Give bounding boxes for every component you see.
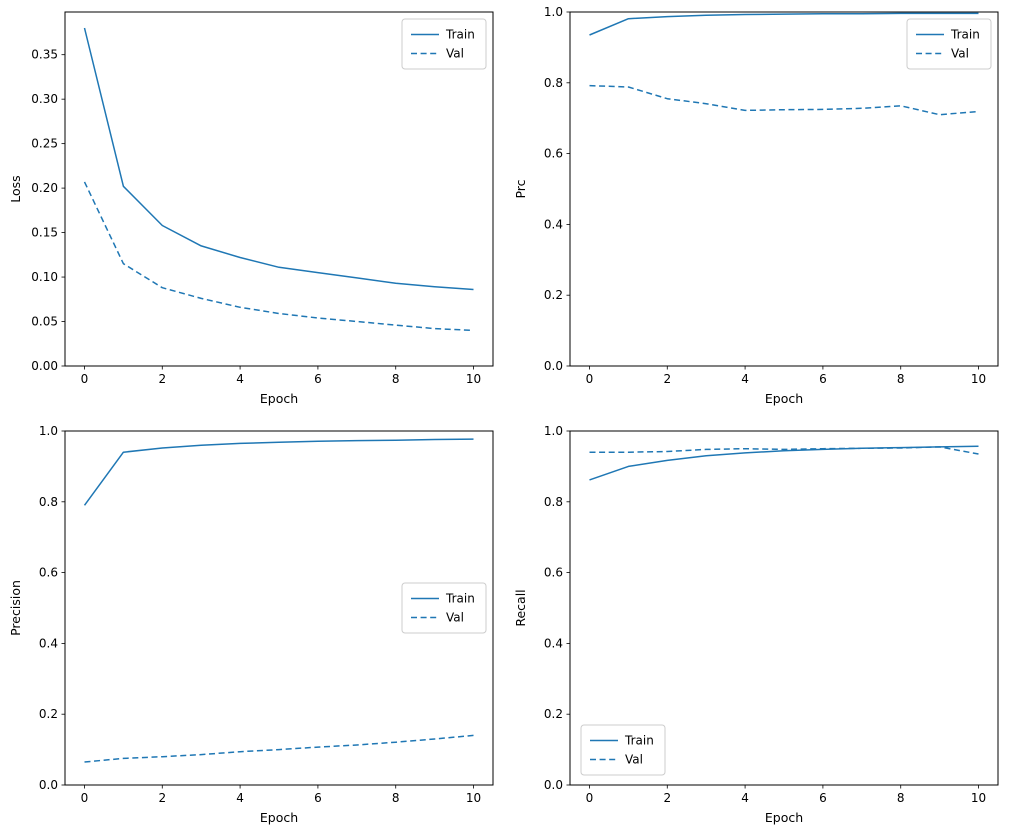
- precision-xaxis-label: Epoch: [260, 810, 298, 825]
- recall-xaxis-label: Epoch: [765, 810, 803, 825]
- x-tick-label: 0: [81, 372, 89, 386]
- y-tick-label: 0.10: [31, 270, 58, 284]
- x-tick-label: 0: [81, 791, 89, 805]
- recall-legend-box: [580, 724, 666, 776]
- x-tick-label: 10: [466, 791, 481, 805]
- y-tick-label: 0.35: [31, 48, 58, 62]
- chart-prc: 0 2 4 6 8 10 0.0 0.2 0.4 0.6 0.8 1.0 Epoch Prc Train Va…: [505, 0, 1010, 419]
- x-tick-label: 2: [663, 791, 671, 805]
- recall-val-line: [589, 446, 979, 455]
- x-tick-label: 4: [741, 372, 749, 386]
- recall-yaxis-label: Recall: [513, 589, 528, 626]
- x-tick-label: 4: [236, 791, 244, 805]
- x-tick-label: 0: [586, 372, 594, 386]
- x-tick-label: 2: [663, 372, 671, 386]
- y-tick-label: 0.2: [544, 707, 563, 721]
- precision-val-line: [84, 734, 474, 763]
- y-tick-label: 0.0: [544, 359, 563, 373]
- prc-yaxis-label: Prc: [513, 179, 528, 198]
- y-tick-label: 0.0: [39, 778, 58, 792]
- x-tick-label: 10: [466, 372, 481, 386]
- y-tick-label: 0.8: [544, 76, 563, 90]
- loss-legend-label-train: Train: [445, 28, 475, 42]
- loss-legend-box: [401, 18, 487, 70]
- loss-val-line: [83, 181, 474, 332]
- x-tick-label: 6: [819, 372, 827, 386]
- loss-xaxis-label: Epoch: [260, 391, 298, 406]
- prc-legend-label-train: Train: [950, 28, 980, 42]
- x-tick-label: 8: [392, 372, 400, 386]
- y-tick-label: 0.20: [31, 181, 58, 195]
- x-tick-label: 8: [897, 372, 905, 386]
- chart-recall: 0 2 4 6 8 10 0.0 0.2 0.4 0.6 0.8 1.0 Epoch Recall Trai…: [505, 419, 1010, 838]
- prc-train-line: [589, 12, 979, 36]
- loss-legend-label-val: Val: [446, 47, 464, 61]
- recall-legend-label-train: Train: [624, 734, 654, 748]
- recall-train-line: [589, 445, 979, 481]
- y-tick-label: 1.0: [544, 424, 563, 438]
- precision-legend-label-train: Train: [445, 592, 475, 606]
- recall-legend-label-val: Val: [625, 753, 643, 767]
- y-tick-label: 0.2: [39, 707, 58, 721]
- prc-legend-box: [906, 18, 992, 70]
- x-tick-label: 6: [314, 372, 322, 386]
- prc-plot-border: [569, 11, 999, 367]
- x-tick-label: 2: [158, 372, 166, 386]
- prc-canvas: [505, 0, 1010, 419]
- y-tick-label: 0.00: [31, 359, 58, 373]
- y-tick-label: 1.0: [544, 5, 563, 19]
- y-tick-label: 0.2: [544, 288, 563, 302]
- recall-canvas: [505, 419, 1010, 838]
- prc-val-line: [589, 84, 979, 116]
- x-tick-label: 6: [819, 791, 827, 805]
- precision-legend-label-val: Val: [446, 611, 464, 625]
- precision-plot-border: [64, 430, 494, 786]
- x-tick-label: 6: [314, 791, 322, 805]
- y-tick-label: 0.0: [544, 778, 563, 792]
- precision-train-line: [83, 438, 474, 506]
- y-tick-label: 0.4: [39, 636, 58, 650]
- loss-yaxis-label: Loss: [8, 175, 23, 202]
- loss-canvas: [0, 0, 505, 419]
- y-tick-label: 0.4: [544, 217, 563, 231]
- y-tick-label: 0.8: [39, 495, 58, 509]
- y-tick-label: 0.05: [31, 315, 58, 329]
- y-tick-label: 0.6: [544, 566, 563, 580]
- precision-legend-box: [401, 582, 487, 634]
- y-tick-label: 1.0: [39, 424, 58, 438]
- y-tick-label: 0.4: [544, 636, 563, 650]
- recall-plot-border: [569, 430, 999, 786]
- x-tick-label: 8: [392, 791, 400, 805]
- y-tick-label: 0.25: [31, 137, 58, 151]
- y-tick-label: 0.8: [544, 495, 563, 509]
- x-tick-label: 8: [897, 791, 905, 805]
- chart-precision: 0 2 4 6 8 10 0.0 0.2 0.4 0.6 0.8 1.0 Epoch Precision T…: [0, 419, 505, 838]
- x-tick-label: 10: [971, 791, 986, 805]
- y-tick-label: 0.15: [31, 226, 58, 240]
- prc-xaxis-label: Epoch: [765, 391, 803, 406]
- precision-yaxis-label: Precision: [8, 580, 23, 636]
- y-tick-label: 0.6: [544, 147, 563, 161]
- loss-train-line: [83, 27, 474, 291]
- x-tick-label: 4: [236, 372, 244, 386]
- y-tick-label: 0.30: [31, 92, 58, 106]
- x-tick-label: 2: [158, 791, 166, 805]
- chart-loss: 0 2 4 6 8 10 0.00 0.05 0.10 0.15 0.20 0.25 0.30 0.35 E…: [0, 0, 505, 419]
- x-tick-label: 4: [741, 791, 749, 805]
- x-tick-label: 10: [971, 372, 986, 386]
- y-tick-label: 0.6: [39, 566, 58, 580]
- loss-plot-border: [64, 11, 494, 367]
- x-tick-label: 0: [586, 791, 594, 805]
- prc-legend-label-val: Val: [951, 47, 969, 61]
